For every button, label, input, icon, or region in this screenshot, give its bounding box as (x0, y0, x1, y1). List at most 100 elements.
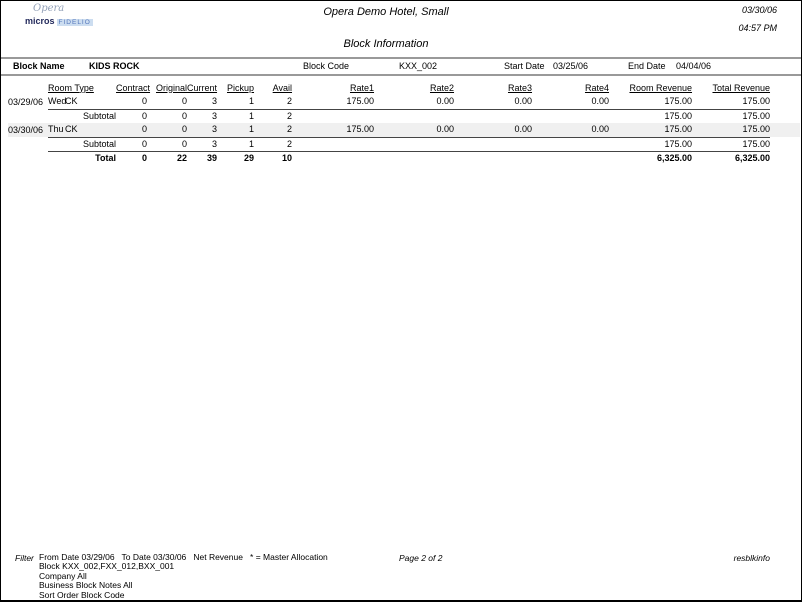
filter-line: Company All (39, 570, 87, 581)
cell-rate2: 0.00 (436, 96, 455, 107)
col-room-revenue: Room Revenue (629, 82, 693, 93)
cell-pickup: 29 (217, 150, 255, 165)
report-header: Opera micros FIDELIO Opera Demo Hotel, Sm… (1, 1, 801, 57)
cell-current: 3 (212, 96, 218, 107)
page-number: Page 2 of 2 (399, 553, 443, 563)
filter-line: From Date 03/29/06 To Date 03/30/06 Net … (39, 552, 328, 562)
cell-original: 0 (182, 96, 188, 107)
cell-date (8, 151, 48, 165)
col-avail: Avail (272, 82, 293, 93)
filter-lines: From Date 03/29/06 To Date 03/30/06 Net … (39, 552, 328, 600)
cell-rate4 (532, 150, 610, 165)
total-row: Total 0 22 39 29 10 6,325.00 6,325.00 (8, 150, 800, 165)
cell-filler (770, 123, 801, 137)
micros-fidelio-logo: Opera micros FIDELIO (25, 4, 93, 28)
micros-fidelio-logo-text: micros FIDELIO (25, 15, 93, 28)
block-name-value: KIDS ROCK (89, 61, 140, 71)
cell-rate4 (532, 136, 610, 151)
print-date: 03/30/06 (741, 5, 777, 15)
cell-avail: 2 (287, 96, 293, 107)
cell-avail: 2 (254, 123, 293, 137)
cell-rate3 (454, 136, 533, 151)
cell-rate1 (292, 108, 375, 123)
cell-rate3 (454, 150, 533, 165)
filter-line: Sort Order Block Code (39, 589, 125, 600)
cell-rate2 (374, 136, 455, 151)
cell-rate4 (532, 108, 610, 123)
cell-date: 03/29/06 (8, 96, 44, 107)
col-original: Original (156, 82, 188, 93)
cell-original: 22 (147, 150, 188, 165)
cell-total-revenue: 175.00 (742, 96, 771, 107)
block-table-body: 03/29/06 Wed CK 0 0 3 1 2 175.00 0.00 0.00 0.00 175.… (8, 95, 801, 165)
block-table: Room Type Contract Original Current Pick… (8, 81, 801, 165)
cell-rate2 (374, 108, 455, 123)
cell-contract: 0 (116, 136, 148, 151)
cell-original: 0 (147, 136, 188, 151)
cell-contract: 0 (116, 108, 148, 123)
cell-total-revenue: 175.00 (692, 108, 771, 123)
fidelio-logo-text: FIDELIO (56, 19, 93, 26)
cell-pickup: 1 (217, 108, 255, 123)
col-room-type: Room Type (48, 82, 94, 93)
cell-total-revenue: 175.00 (692, 123, 771, 137)
subtotal-row: Subtotal 0 0 3 1 2 175.00 175.00 (8, 108, 800, 123)
cell-rate1: 175.00 (292, 123, 375, 137)
cell-pickup: 1 (217, 123, 255, 137)
cell-room-revenue: 6,325.00 (609, 150, 693, 165)
cell-date (8, 109, 48, 123)
end-date-label: End Date (628, 61, 666, 71)
micros-logo-text: micros (25, 16, 55, 26)
row-label: Subtotal (48, 136, 117, 151)
col-filler (770, 81, 800, 95)
cell-rate4: 0.00 (532, 123, 610, 137)
cell-date: 03/30/06 (8, 123, 48, 137)
cell-contract: 0 (116, 123, 148, 137)
cell-current: 3 (187, 123, 218, 137)
block-code-label: Block Code (303, 61, 350, 71)
row-label: Total (48, 150, 117, 165)
block-name-label: Block Name (13, 61, 65, 71)
cell-original: 0 (147, 123, 188, 137)
col-rate2: Rate2 (429, 82, 455, 93)
table-row: 03/30/06 Thu CK 0 0 3 1 2 175.00 0.00 0.00 0.00 175.… (8, 123, 801, 137)
table-header-row: Room Type Contract Original Current Pick… (8, 81, 800, 95)
cell-original: 0 (147, 108, 188, 123)
cell-filler (770, 109, 800, 123)
cell-rate1 (292, 150, 375, 165)
hotel-title: Opera Demo Hotel, Small (323, 6, 449, 18)
cell-rate3: 0.00 (514, 96, 533, 107)
cell-filler (770, 151, 800, 165)
start-date-label: Start Date (504, 61, 545, 71)
cell-rate3: 0.00 (454, 123, 533, 137)
filter-label: Filter (15, 553, 34, 563)
cell-avail: 2 (254, 136, 293, 151)
col-date (8, 81, 48, 95)
cell-rate4: 0.00 (591, 96, 610, 107)
print-time: 04:57 PM (738, 23, 777, 33)
col-contract: Contract (116, 82, 151, 93)
cell-rate1: 175.00 (346, 96, 375, 107)
filter-line: Block KXX_002,FXX_012,BXX_001 (39, 561, 175, 572)
report-title: Block Information (343, 38, 429, 50)
cell-room-type: CK (65, 96, 78, 107)
cell-date (8, 137, 48, 151)
cell-room-revenue: 175.00 (609, 123, 693, 137)
col-rate1: Rate1 (349, 82, 375, 93)
opera-logo-text: Opera (33, 3, 65, 14)
cell-current: 3 (187, 136, 218, 151)
block-info-bar: Block Name KIDS ROCK Block Code KXX_002 … (1, 57, 801, 76)
block-code-value: KXX_002 (399, 61, 438, 71)
cell-day: Wed (48, 96, 67, 107)
col-total-revenue: Total Revenue (712, 82, 771, 93)
cell-day: Thu (48, 123, 65, 137)
row-label: Subtotal (48, 108, 117, 123)
cell-room-revenue: 175.00 (609, 108, 693, 123)
end-date-value: 04/04/06 (676, 61, 712, 71)
cell-pickup: 1 (217, 136, 255, 151)
cell-filler (770, 137, 800, 151)
cell-rate1 (292, 136, 375, 151)
cell-avail: 10 (254, 150, 293, 165)
cell-filler (770, 95, 800, 109)
